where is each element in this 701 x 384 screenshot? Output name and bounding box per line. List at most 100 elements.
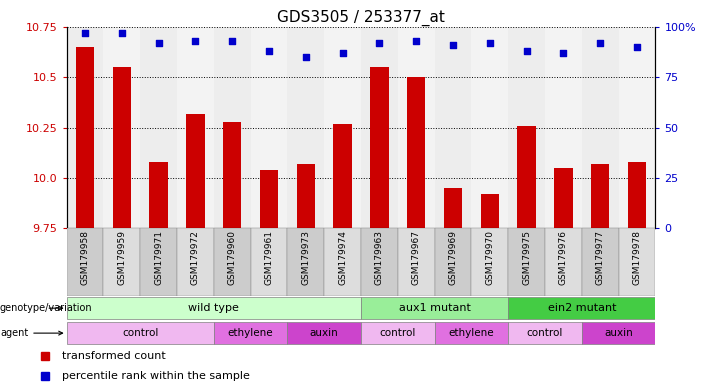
Bar	[554, 168, 573, 228]
Text: auxin: auxin	[604, 328, 633, 338]
Point	[558, 50, 569, 56]
Bar	[214, 27, 251, 228]
Bar	[324, 228, 361, 296]
Bar	[214, 322, 287, 344]
Bar	[471, 27, 508, 228]
Text: control: control	[122, 328, 158, 338]
Bar	[481, 194, 499, 228]
Bar	[140, 228, 177, 296]
Text: GSM179960: GSM179960	[228, 230, 237, 285]
Bar	[619, 228, 655, 296]
Text: ethylene: ethylene	[228, 328, 273, 338]
Bar	[619, 27, 655, 228]
Point	[153, 40, 164, 46]
Bar	[582, 322, 655, 344]
Point	[190, 38, 201, 44]
Bar	[361, 297, 508, 319]
Bar	[435, 228, 471, 296]
Text: ethylene: ethylene	[449, 328, 494, 338]
Bar	[398, 27, 435, 228]
Bar	[508, 297, 655, 319]
Point	[374, 40, 385, 46]
Text: GSM179959: GSM179959	[117, 230, 126, 285]
Bar	[508, 322, 582, 344]
Bar	[287, 27, 325, 228]
Bar	[471, 228, 508, 296]
Text: GSM179973: GSM179973	[301, 230, 311, 285]
Text: GSM179958: GSM179958	[81, 230, 90, 285]
Bar	[186, 114, 205, 228]
Bar	[517, 126, 536, 228]
Point	[484, 40, 496, 46]
Bar	[508, 228, 545, 296]
Title: GDS3505 / 253377_at: GDS3505 / 253377_at	[277, 9, 445, 25]
Text: aux1 mutant: aux1 mutant	[399, 303, 470, 313]
Text: GSM179977: GSM179977	[596, 230, 605, 285]
Bar	[67, 228, 104, 296]
Bar	[628, 162, 646, 228]
Bar	[361, 228, 398, 296]
Text: auxin: auxin	[310, 328, 339, 338]
Point	[300, 54, 311, 60]
Bar	[140, 27, 177, 228]
Text: GSM179974: GSM179974	[338, 230, 347, 285]
Text: GSM179976: GSM179976	[559, 230, 568, 285]
Bar	[251, 228, 287, 296]
Bar	[444, 188, 462, 228]
Point	[226, 38, 238, 44]
Text: GSM179970: GSM179970	[485, 230, 494, 285]
Text: GSM179961: GSM179961	[264, 230, 273, 285]
Bar	[361, 322, 435, 344]
Bar	[324, 27, 361, 228]
Bar	[76, 47, 94, 228]
Text: GSM179972: GSM179972	[191, 230, 200, 285]
Text: GSM179963: GSM179963	[375, 230, 384, 285]
Bar	[67, 27, 104, 228]
Bar	[251, 27, 287, 228]
Bar	[287, 228, 325, 296]
Bar	[297, 164, 315, 228]
Bar	[260, 170, 278, 228]
Bar	[545, 228, 582, 296]
Text: agent: agent	[0, 328, 62, 338]
Bar	[398, 228, 435, 296]
Point	[411, 38, 422, 44]
Bar	[67, 297, 361, 319]
Text: ein2 mutant: ein2 mutant	[547, 303, 616, 313]
Text: GSM179978: GSM179978	[632, 230, 641, 285]
Bar	[361, 27, 398, 228]
Bar	[591, 164, 609, 228]
Text: wild type: wild type	[189, 303, 239, 313]
Bar	[104, 228, 140, 296]
Bar	[149, 162, 168, 228]
Point	[264, 48, 275, 54]
Point	[594, 40, 606, 46]
Bar	[370, 67, 388, 228]
Text: genotype/variation: genotype/variation	[0, 303, 93, 313]
Text: control: control	[527, 328, 563, 338]
Bar	[177, 228, 214, 296]
Text: control: control	[380, 328, 416, 338]
Bar	[223, 122, 241, 228]
Bar	[104, 27, 140, 228]
Bar	[287, 322, 361, 344]
Text: percentile rank within the sample: percentile rank within the sample	[62, 371, 250, 381]
Bar	[435, 27, 471, 228]
Bar	[545, 27, 582, 228]
Bar	[508, 27, 545, 228]
Point	[79, 30, 90, 36]
Text: GSM179969: GSM179969	[449, 230, 458, 285]
Text: GSM179967: GSM179967	[411, 230, 421, 285]
Text: GSM179975: GSM179975	[522, 230, 531, 285]
Bar	[582, 27, 619, 228]
Point	[632, 44, 643, 50]
Bar	[67, 322, 214, 344]
Bar	[582, 228, 619, 296]
Bar	[435, 322, 508, 344]
Text: GSM179971: GSM179971	[154, 230, 163, 285]
Point	[521, 48, 532, 54]
Text: transformed count: transformed count	[62, 351, 166, 361]
Bar	[177, 27, 214, 228]
Bar	[113, 67, 131, 228]
Bar	[407, 77, 426, 228]
